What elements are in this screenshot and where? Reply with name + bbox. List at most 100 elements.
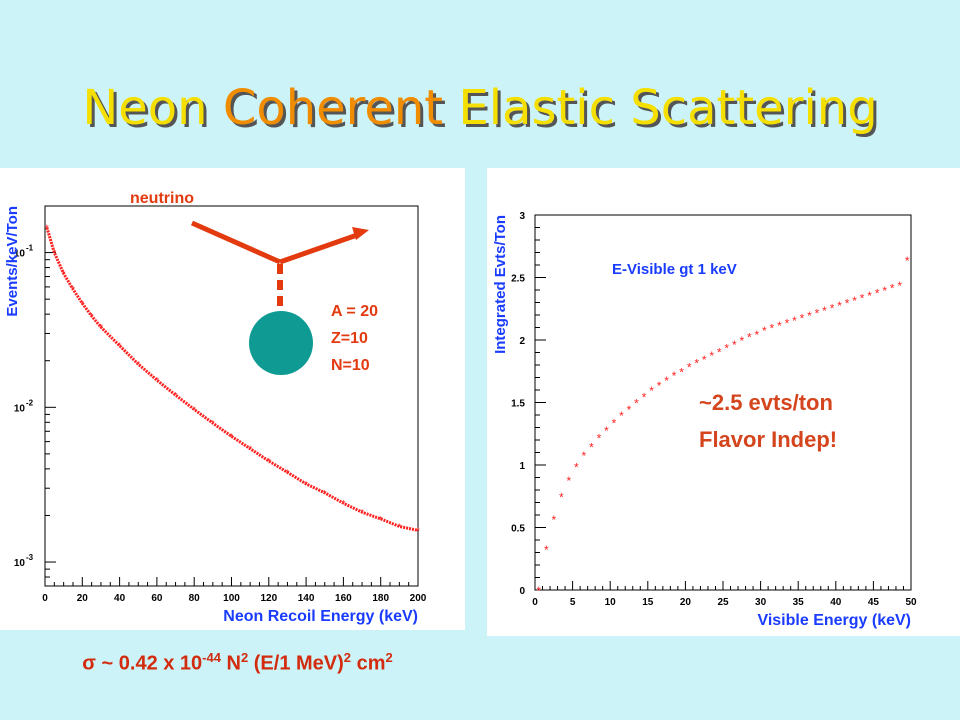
data-point: * [536, 584, 541, 598]
data-point: * [582, 449, 587, 463]
data-point: * [882, 284, 887, 298]
formula-exp1: -44 [202, 650, 221, 665]
data-point: * [567, 474, 572, 488]
y-tick-label: 2 [519, 336, 525, 347]
y-tick-label: 1.5 [511, 399, 525, 410]
cross-section-formula: σ ~ 0.42 x 10-44 N2 (E/1 MeV)2 cm2 [0, 650, 475, 676]
y-tick-label: 0.5 [511, 524, 525, 535]
right-y-axis-label: Integrated Evts/Ton [492, 215, 509, 354]
y-tick-exponent: -1 [26, 244, 34, 253]
data-point: * [815, 307, 820, 321]
data-point: * [732, 338, 737, 352]
data-point: * [702, 353, 707, 367]
scattering-diagram: neutrino A = 20 Z=10 N=10 [130, 190, 378, 375]
title-word-elastic-scattering: Elastic Scattering [458, 80, 878, 136]
data-point: * [62, 270, 66, 281]
x-tick-label: 15 [642, 597, 654, 608]
data-point: * [248, 445, 252, 456]
data-point: * [416, 526, 420, 537]
nucleus-label-z: Z=10 [331, 330, 368, 347]
data-point: * [211, 419, 215, 430]
x-tick-label: 0 [42, 593, 48, 604]
data-point: * [709, 349, 714, 363]
y-tick-label: 10 [14, 558, 26, 569]
data-point: * [649, 384, 654, 398]
data-point: * [679, 365, 684, 379]
x-tick-label: 10 [605, 597, 617, 608]
y-tick-exponent: -3 [26, 553, 34, 562]
right-chart-panel: 0 5 10 15 20 25 30 35 40 45 50 0 0.5 1 1.5 2 2.5 3 Visible… [487, 168, 960, 636]
x-tick-label: 60 [151, 593, 163, 604]
x-tick-label: 45 [868, 597, 880, 608]
data-point: * [755, 328, 760, 342]
data-point: * [875, 287, 880, 301]
data-point: * [694, 357, 699, 371]
data-point: * [323, 489, 327, 500]
data-point: * [360, 508, 364, 519]
data-point: * [837, 299, 842, 313]
data-point: * [397, 522, 401, 533]
x-tick-label: 40 [114, 593, 126, 604]
formula-part4: cm [351, 652, 386, 675]
data-point: * [785, 317, 790, 331]
data-point: * [905, 254, 910, 268]
data-point: * [192, 405, 196, 416]
formula-part3: (E/1 MeV) [248, 652, 344, 675]
x-tick-label: 120 [260, 593, 277, 604]
data-point: * [897, 279, 902, 293]
data-point: * [379, 515, 383, 526]
x-tick-label: 100 [223, 593, 240, 604]
data-point: * [52, 249, 56, 260]
data-point: * [341, 499, 345, 510]
data-point: * [559, 490, 564, 504]
data-point: * [574, 460, 579, 474]
data-point: * [642, 390, 647, 404]
data-point: * [230, 432, 234, 443]
y-tick-label: 2.5 [511, 274, 525, 285]
data-point: * [807, 309, 812, 323]
data-point: * [822, 304, 827, 318]
data-point: * [747, 330, 752, 344]
x-tick-label: 0 [532, 597, 538, 608]
data-point: * [672, 369, 677, 383]
recoil-energy-chart: 0 20 40 60 80 100 120 140 160 180 20010-110-210-3N… [4, 190, 427, 625]
integrated-events-chart: 0 5 10 15 20 25 30 35 40 45 50 0 0.5 1 1.5 2 2.5 3 Visible… [492, 211, 917, 629]
data-point: * [657, 379, 662, 393]
data-point: * [687, 360, 692, 374]
x-tick-label: 20 [680, 597, 692, 608]
data-point: * [155, 376, 159, 387]
x-tick-label: 200 [410, 593, 427, 604]
y-tick-label: 1 [519, 461, 525, 472]
data-point: * [770, 322, 775, 336]
y-tick-label: 3 [519, 211, 525, 222]
formula-part2: N [220, 652, 241, 675]
data-point: * [285, 468, 289, 479]
title-word-coherent: Coherent [222, 80, 444, 136]
x-tick-label: 25 [717, 597, 729, 608]
data-point: * [867, 289, 872, 303]
data-point: * [890, 282, 895, 296]
x-tick-label: 140 [298, 593, 315, 604]
y-tick-label: 0 [519, 586, 525, 597]
data-point: * [544, 543, 549, 557]
left-y-axis-label: Events/keV/Ton [4, 206, 21, 317]
data-point: * [304, 480, 308, 491]
formula-exp3: 2 [343, 650, 352, 665]
data-point: * [619, 409, 624, 423]
data-point: * [717, 345, 722, 359]
data-point: * [830, 302, 835, 316]
x-tick-label: 180 [372, 593, 389, 604]
right-plot-area: 0 5 10 15 20 25 30 35 40 45 50 0 0.5 1 1.5 2 2.5 3 Visible… [492, 211, 917, 629]
formula-exp2: 2 [240, 650, 249, 665]
nucleus-label-a: A = 20 [331, 303, 378, 320]
annotation-line-1: ~2.5 evts/ton [699, 390, 833, 415]
left-chart-panel: 0 20 40 60 80 100 120 140 160 180 200 10 -1 10 -2 10 -3 N… [0, 168, 465, 630]
title-word-neon: Neon [82, 80, 208, 136]
y-tick-label: 10 [14, 249, 26, 260]
data-point: * [852, 294, 857, 308]
left-x-axis-label: Neon Recoil Energy (keV) [223, 608, 418, 625]
data-point: * [45, 224, 49, 235]
outgoing-neutrino-arrow [279, 231, 361, 265]
data-point: * [589, 440, 594, 454]
data-point: * [860, 292, 865, 306]
